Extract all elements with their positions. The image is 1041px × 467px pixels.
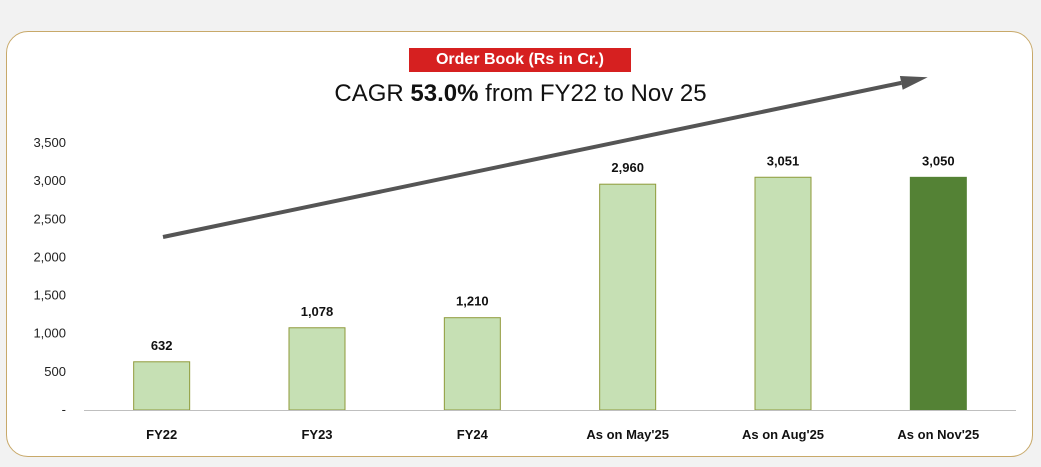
y-tick-label: 2,500 (33, 211, 66, 226)
x-tick-label: FY22 (146, 427, 177, 442)
subtitle-suffix: from FY22 to Nov 25 (478, 80, 707, 107)
bar (288, 327, 346, 411)
bar (754, 176, 812, 411)
bars-group (133, 176, 967, 411)
trend-arrow-shaft (162, 80, 902, 239)
data-label: 1,078 (301, 304, 334, 319)
y-tick-label: 3,000 (33, 173, 66, 188)
bar (443, 317, 501, 411)
trend-arrow-head (899, 76, 928, 90)
x-tick-label: As on Aug'25 (742, 427, 824, 442)
y-tick-label: 3,500 (33, 135, 66, 150)
chart-title-badge: Order Book (Rs in Cr.) (409, 48, 631, 72)
x-tick-label: As on May'25 (586, 427, 669, 442)
data-label: 1,210 (456, 294, 489, 309)
cagr-value: 53.0% (410, 80, 479, 107)
x-axis: FY22 FY23 FY24 As on May'25 As on Aug'25 As o… (84, 410, 1016, 442)
data-label: 2,960 (611, 160, 644, 175)
bar (599, 183, 657, 411)
y-tick-label: 500 (44, 364, 66, 379)
y-tick-label: 2,000 (33, 249, 66, 264)
x-tick-label: FY24 (457, 427, 489, 442)
x-tick-label: FY23 (301, 427, 332, 442)
data-label: 3,051 (767, 153, 800, 168)
data-label: 632 (151, 338, 173, 353)
trend-arrow (162, 76, 928, 239)
chart-subtitle: CAGR 53.0% from FY22 to Nov 25 (0, 80, 1041, 108)
data-labels-group: 632 1,078 1,210 2,960 3,051 3,050 (151, 153, 955, 353)
bar (909, 176, 967, 411)
y-tick-label: - (62, 402, 66, 417)
data-label: 3,050 (922, 153, 955, 168)
bar (133, 361, 191, 411)
y-tick-label: 1,000 (33, 326, 66, 341)
x-tick-label: As on Nov'25 (897, 427, 979, 442)
subtitle-prefix: CAGR (334, 80, 411, 107)
y-tick-label: 1,500 (33, 288, 66, 303)
y-axis: - 500 1,000 1,500 2,000 2,500 3,000 3,500 (33, 135, 66, 417)
